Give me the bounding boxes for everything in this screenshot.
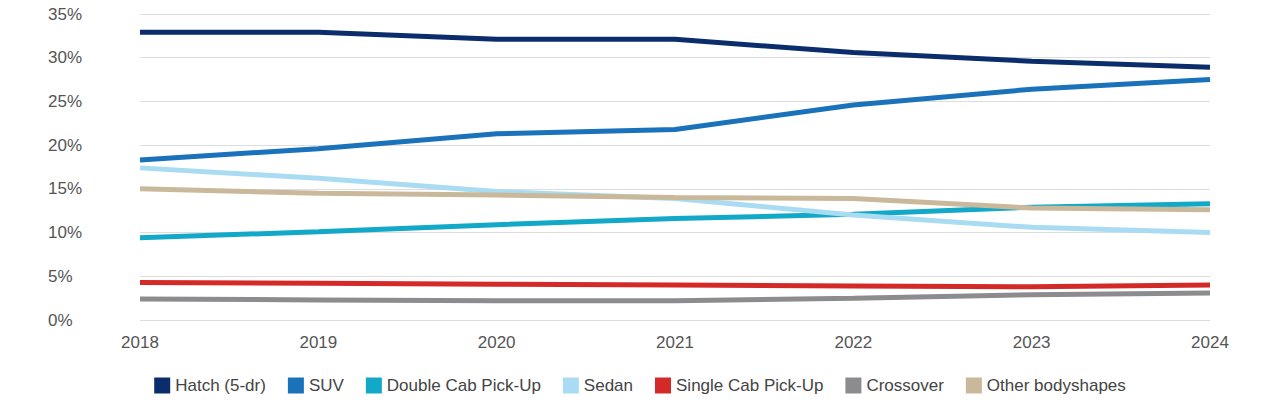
svg-text:30%: 30% <box>48 48 82 67</box>
svg-text:2024: 2024 <box>1191 333 1229 352</box>
svg-text:0%: 0% <box>48 311 73 330</box>
svg-text:5%: 5% <box>48 267 73 286</box>
svg-text:15%: 15% <box>48 179 82 198</box>
svg-text:Other bodyshapes: Other bodyshapes <box>987 376 1126 395</box>
svg-text:Double Cab Pick-Up: Double Cab Pick-Up <box>387 376 541 395</box>
svg-text:10%: 10% <box>48 223 82 242</box>
svg-text:35%: 35% <box>48 5 82 24</box>
svg-text:2019: 2019 <box>299 333 337 352</box>
svg-text:Sedan: Sedan <box>584 376 633 395</box>
svg-text:Crossover: Crossover <box>866 376 944 395</box>
svg-text:20%: 20% <box>48 136 82 155</box>
svg-text:2021: 2021 <box>656 333 694 352</box>
svg-text:2022: 2022 <box>834 333 872 352</box>
svg-text:2020: 2020 <box>478 333 516 352</box>
svg-text:2023: 2023 <box>1013 333 1051 352</box>
svg-text:2018: 2018 <box>121 333 159 352</box>
svg-text:SUV: SUV <box>309 376 345 395</box>
svg-text:Single Cab Pick-Up: Single Cab Pick-Up <box>676 376 823 395</box>
svg-text:25%: 25% <box>48 92 82 111</box>
svg-text:Hatch (5-dr): Hatch (5-dr) <box>175 376 266 395</box>
